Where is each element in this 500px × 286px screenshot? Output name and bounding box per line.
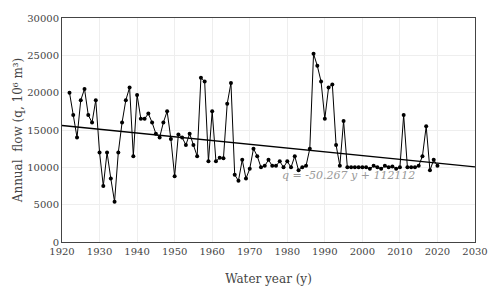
svg-text:2000: 2000 <box>350 246 375 257</box>
svg-text:0: 0 <box>53 237 59 248</box>
svg-text:5000: 5000 <box>34 199 59 210</box>
svg-text:1940: 1940 <box>124 246 149 257</box>
svg-text:10000: 10000 <box>27 162 59 173</box>
svg-text:2010: 2010 <box>387 246 412 257</box>
svg-text:1930: 1930 <box>87 246 112 257</box>
svg-text:1990: 1990 <box>312 246 337 257</box>
svg-text:2020: 2020 <box>425 246 450 257</box>
svg-text:20000: 20000 <box>27 87 59 98</box>
svg-text:1960: 1960 <box>199 246 224 257</box>
svg-text:1970: 1970 <box>237 246 262 257</box>
svg-text:1950: 1950 <box>162 246 187 257</box>
svg-text:1920: 1920 <box>49 246 74 257</box>
svg-text:15000: 15000 <box>27 125 59 136</box>
svg-text:1980: 1980 <box>275 246 300 257</box>
svg-text:q = -50.267 y + 112112: q = -50.267 y + 112112 <box>282 169 415 182</box>
svg-text:25000: 25000 <box>27 50 59 61</box>
svg-text:2030: 2030 <box>462 246 487 257</box>
svg-text:30000: 30000 <box>27 13 59 24</box>
svg-text:Water year (y): Water year (y) <box>225 272 312 286</box>
svg-text:Annual flow (q, 10⁶ m³): Annual flow (q, 10⁶ m³) <box>11 58 25 204</box>
